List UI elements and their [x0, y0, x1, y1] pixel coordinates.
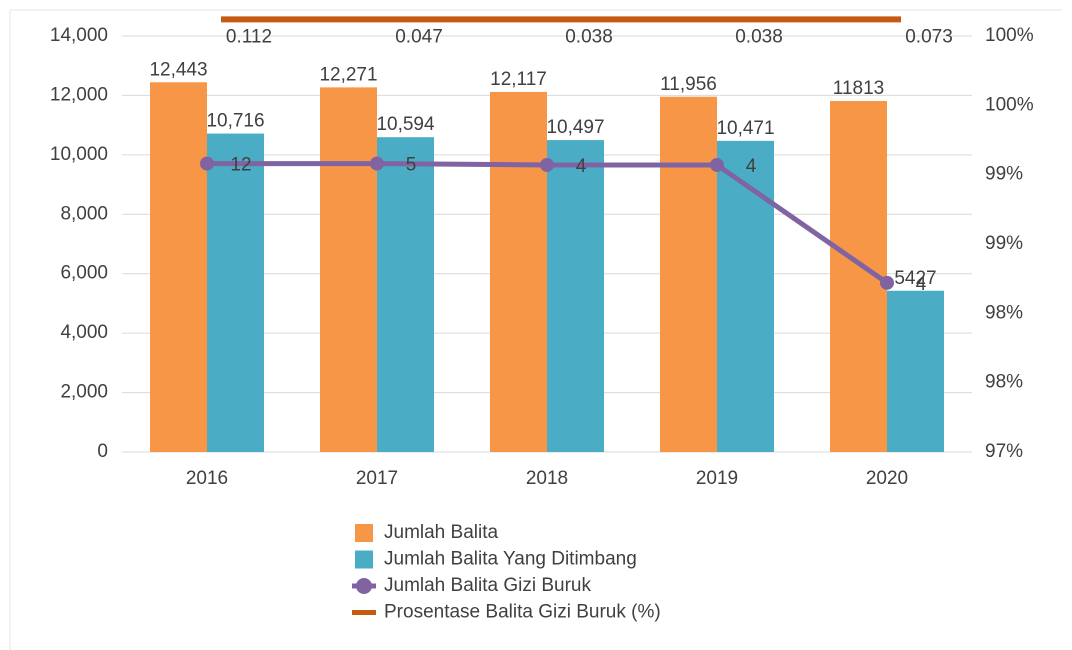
data-label: 5	[406, 155, 417, 176]
bar	[887, 290, 944, 452]
data-label: 12,443	[149, 59, 207, 80]
y-tick-label: 10,000	[50, 144, 108, 165]
y2-tick-label: 98%	[985, 372, 1023, 393]
legend-label: Jumlah Balita Gizi Buruk	[384, 575, 591, 596]
data-label: 0.038	[565, 26, 613, 47]
line-marker	[880, 275, 894, 290]
data-label: 10,716	[206, 111, 264, 132]
bar	[547, 140, 604, 452]
y2-tick-label: 100%	[985, 25, 1034, 46]
bar	[660, 96, 717, 453]
data-label: 5427	[894, 268, 936, 289]
y-tick-label: 4,000	[60, 322, 108, 343]
line-marker	[200, 156, 214, 171]
bar	[377, 137, 434, 453]
data-label: 0.073	[905, 26, 953, 47]
y2-tick-label: 97%	[985, 441, 1023, 462]
data-label: 12	[230, 155, 251, 176]
y-tick-label: 14,000	[50, 25, 108, 46]
bar	[490, 91, 547, 453]
y-tick-label: 12,000	[50, 84, 108, 105]
data-label: 12,271	[319, 64, 377, 85]
bar	[207, 133, 264, 452]
line-marker	[710, 157, 724, 172]
x-tick-label: 2018	[526, 468, 568, 489]
data-label: 0.038	[735, 26, 783, 47]
legend-swatch	[356, 578, 372, 594]
data-label: 4	[916, 274, 927, 295]
legend-label: Jumlah Balita Yang Ditimbang	[384, 549, 637, 570]
x-tick-label: 2020	[866, 468, 908, 489]
x-tick-label: 2019	[696, 468, 738, 489]
data-label: 12,117	[490, 69, 547, 90]
legend-label: Prosentase Balita Gizi Buruk (%)	[384, 602, 661, 623]
y2-tick-label: 99%	[985, 233, 1023, 254]
legend-swatch	[355, 524, 373, 542]
y-tick-label: 6,000	[60, 263, 108, 284]
data-label: 0.112	[226, 26, 272, 47]
data-label: 10,497	[546, 117, 604, 138]
y2-tick-label: 99%	[985, 164, 1023, 185]
data-label: 10,594	[376, 114, 435, 135]
data-label: 11813	[833, 78, 884, 99]
bar	[717, 140, 774, 453]
y2-tick-label: 98%	[985, 302, 1023, 323]
line-marker	[370, 156, 384, 171]
data-label: 10,471	[716, 118, 774, 139]
data-label: 4	[576, 156, 587, 177]
y-tick-label: 2,000	[60, 382, 108, 403]
legend-label: Jumlah Balita	[384, 522, 498, 543]
bar	[320, 87, 377, 452]
x-tick-label: 2017	[356, 468, 398, 489]
x-tick-label: 2016	[186, 468, 228, 489]
data-label: 4	[746, 156, 757, 177]
y-tick-label: 8,000	[60, 203, 108, 224]
data-label: 0.047	[395, 26, 443, 47]
bar	[150, 82, 207, 453]
y-tick-label: 0	[97, 441, 108, 462]
y2-tick-label: 100%	[985, 94, 1034, 115]
line-marker	[540, 157, 554, 172]
legend-swatch	[355, 550, 373, 569]
data-label: 11,956	[660, 74, 717, 95]
